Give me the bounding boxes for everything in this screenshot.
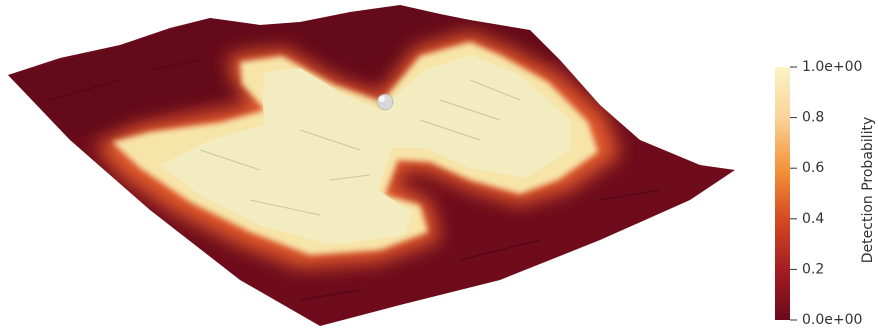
colorbar-title: Detection Probability [860, 117, 876, 263]
colorbar-tick-label: 1.0e+00 [802, 59, 862, 75]
colorbar-tick-label: 0.4 [802, 211, 824, 227]
colorbar-tick-label: 0.2 [802, 261, 824, 277]
colorbar-tick-label: 0.8 [802, 110, 824, 126]
colorbar-tick-label: 0.6 [802, 160, 824, 176]
sensor-highlight [379, 96, 385, 102]
colorbar [775, 67, 790, 320]
sensor [376, 93, 394, 111]
colorbar-tick-label: 0.0e+00 [802, 312, 862, 328]
surface [8, 5, 735, 326]
